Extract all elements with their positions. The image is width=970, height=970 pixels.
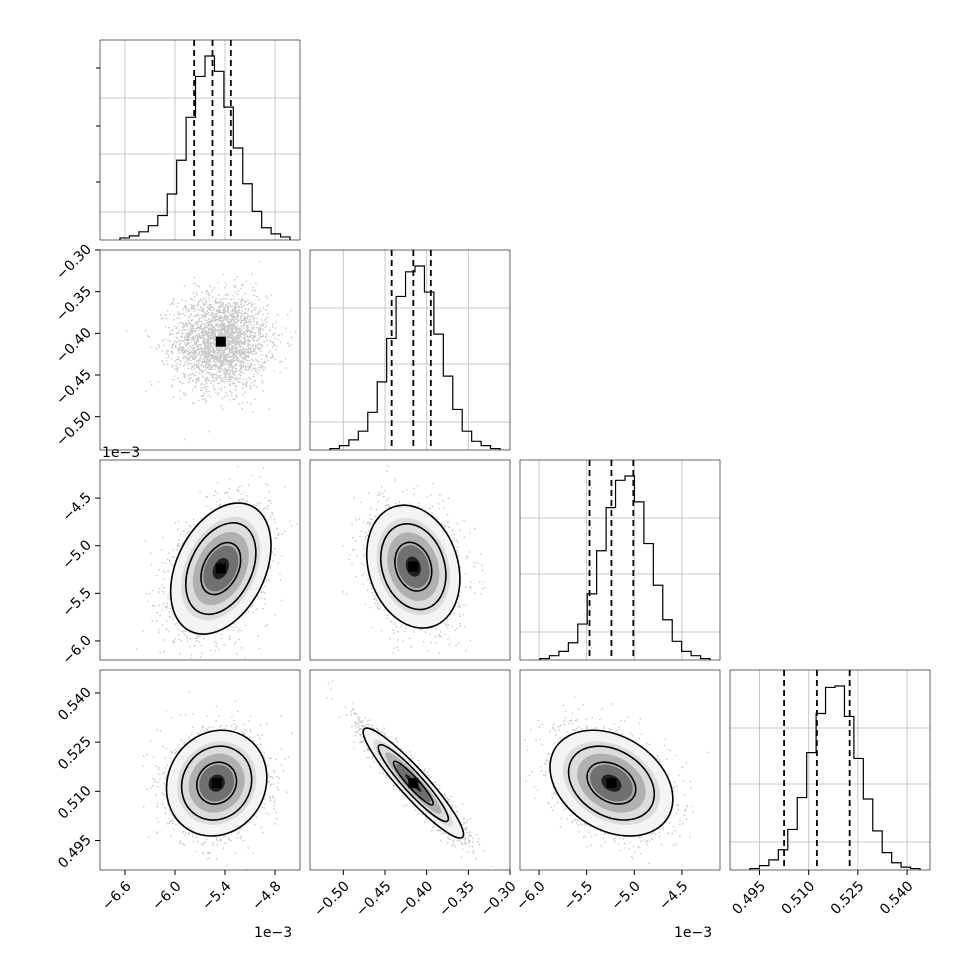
hist-step-line bbox=[539, 475, 711, 660]
y-tick-label: −0.30 bbox=[53, 242, 95, 284]
x-tick-label: −5.4 bbox=[199, 878, 234, 913]
y-tick-label: 0.510 bbox=[55, 783, 95, 823]
pair-panel-1-2 bbox=[309, 459, 511, 661]
x-tick-label: −0.30 bbox=[478, 878, 520, 920]
hist-step-line bbox=[119, 55, 291, 240]
contour-line bbox=[567, 745, 656, 821]
x-tick-label: −6.6 bbox=[99, 878, 134, 913]
pair-panel-0-2 bbox=[99, 459, 301, 661]
hist-background bbox=[100, 40, 300, 240]
y-tick-label: 0.495 bbox=[55, 832, 95, 872]
y-tick-label: 0.525 bbox=[55, 734, 95, 774]
hist-background bbox=[310, 250, 510, 450]
x-tick-label: 0.510 bbox=[779, 878, 819, 918]
y-tick-label: −5.5 bbox=[59, 585, 94, 620]
hist-background bbox=[520, 460, 720, 660]
contour-line bbox=[380, 523, 447, 611]
hist-panel-2 bbox=[519, 459, 721, 661]
y-tick-label: −0.40 bbox=[53, 325, 95, 367]
hist-step-line bbox=[749, 685, 921, 870]
y-offset-label: 1e−3 bbox=[102, 445, 140, 461]
density-peak bbox=[408, 778, 419, 789]
x-tick-label: 0.540 bbox=[877, 878, 917, 918]
pair-panel-0-3 bbox=[99, 669, 301, 871]
x-offset-label: 1e−3 bbox=[674, 925, 712, 941]
x-tick-label: −0.50 bbox=[311, 878, 353, 920]
density-peak bbox=[408, 561, 419, 572]
x-tick-label: −6.0 bbox=[513, 878, 548, 913]
hist-panel-0 bbox=[96, 39, 301, 241]
pair-background bbox=[100, 250, 300, 450]
y-tick-label: −0.45 bbox=[53, 367, 95, 409]
pair-frame bbox=[99, 249, 301, 451]
pair-panel-2-3 bbox=[519, 669, 721, 871]
x-tick-label: 0.525 bbox=[828, 878, 868, 918]
pair-panel-1-3 bbox=[309, 669, 511, 871]
density-peak bbox=[215, 563, 226, 574]
contour-line bbox=[185, 522, 257, 616]
hist-panel-3 bbox=[729, 669, 931, 871]
contour-line bbox=[586, 761, 637, 805]
scatter-points bbox=[125, 260, 297, 441]
contour-line bbox=[180, 745, 253, 821]
y-tick-label: −0.35 bbox=[53, 283, 95, 325]
contour-line bbox=[196, 761, 238, 805]
x-tick-label: 0.495 bbox=[729, 878, 769, 918]
contour-line bbox=[365, 504, 461, 629]
contour-line bbox=[165, 729, 268, 837]
hist-frame bbox=[99, 39, 301, 241]
x-tick-label: −0.35 bbox=[436, 878, 478, 920]
y-tick-label: −0.50 bbox=[53, 408, 95, 450]
contour-line bbox=[394, 541, 433, 592]
density-peak bbox=[211, 778, 222, 789]
x-tick-label: −4.8 bbox=[249, 878, 284, 913]
hist-frame bbox=[729, 669, 931, 871]
y-tick-label: −5.0 bbox=[59, 537, 94, 572]
contour-line bbox=[362, 727, 465, 839]
pair-frame bbox=[309, 459, 511, 661]
contour-line bbox=[549, 729, 674, 837]
x-offset-label: 1e−3 bbox=[254, 925, 292, 941]
hist-panel-1 bbox=[309, 249, 511, 451]
contour-line bbox=[169, 502, 272, 635]
contour-line bbox=[200, 541, 242, 596]
y-tick-label: −4.5 bbox=[59, 490, 94, 525]
y-tick-label: 0.540 bbox=[55, 684, 95, 724]
hist-frame bbox=[519, 459, 721, 661]
pair-frame bbox=[99, 669, 301, 871]
pair-frame bbox=[99, 459, 301, 661]
y-tick-label: −6.0 bbox=[59, 632, 94, 667]
x-tick-label: −0.45 bbox=[353, 878, 395, 920]
density-peak bbox=[606, 778, 617, 789]
x-tick-label: −5.0 bbox=[609, 878, 644, 913]
pair-frame bbox=[309, 669, 511, 871]
hist-step-line bbox=[329, 265, 501, 450]
pair-frame bbox=[519, 669, 721, 871]
pair-panel-0-1 bbox=[99, 249, 301, 451]
hist-background bbox=[730, 670, 930, 870]
contour-line bbox=[377, 743, 450, 823]
x-tick-label: −6.0 bbox=[149, 878, 184, 913]
x-tick-label: −5.5 bbox=[561, 878, 596, 913]
x-tick-label: −4.5 bbox=[656, 878, 691, 913]
x-tick-label: −0.40 bbox=[395, 878, 437, 920]
density-peak bbox=[215, 336, 226, 347]
hist-frame bbox=[309, 249, 511, 451]
